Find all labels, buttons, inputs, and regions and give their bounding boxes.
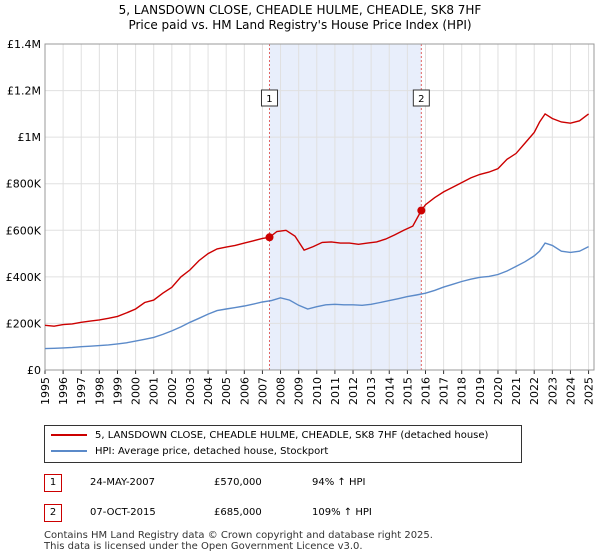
- x-tick-label: 2010: [311, 377, 324, 405]
- transaction-date: 24-MAY-2007: [90, 477, 156, 488]
- x-tick-label: 2025: [583, 377, 596, 405]
- footer-copyright: Contains HM Land Registry data © Crown c…: [44, 530, 433, 541]
- x-tick-label: 2005: [220, 377, 233, 405]
- y-tick-label: £800K: [6, 178, 42, 191]
- x-tick-label: 2019: [474, 377, 487, 405]
- x-tick-label: 2008: [275, 377, 288, 405]
- x-tick-label: 2012: [347, 377, 360, 405]
- x-tick-label: 2009: [293, 377, 306, 405]
- x-tick-label: 2024: [564, 377, 577, 405]
- transaction-point: [417, 206, 426, 215]
- x-tick-label: 2001: [148, 377, 161, 405]
- x-tick-label: 2023: [546, 377, 559, 405]
- transaction-hpi: 94% ↑ HPI: [312, 477, 366, 488]
- transaction-hpi: 109% ↑ HPI: [312, 507, 372, 518]
- x-tick-label: 2016: [419, 377, 432, 405]
- chart-title: 5, LANSDOWN CLOSE, CHEADLE HULME, CHEADL…: [118, 3, 482, 17]
- transaction-price: £570,000: [214, 477, 262, 488]
- x-tick-label: 1998: [93, 377, 106, 405]
- transaction-marker-box: [260, 89, 278, 107]
- transaction-marker: 2: [44, 504, 62, 522]
- transaction-row: 1 24-MAY-2007 £570,000 94% ↑ HPI: [44, 473, 564, 493]
- y-tick-label: £200K: [6, 317, 42, 330]
- x-tick-label: 2020: [492, 377, 505, 405]
- footer: Contains HM Land Registry data © Crown c…: [44, 530, 433, 552]
- x-tick-label: 2021: [510, 377, 523, 405]
- transaction-marker-box: [412, 89, 430, 107]
- legend: 5, LANSDOWN CLOSE, CHEADLE HULME, CHEADL…: [44, 425, 522, 463]
- y-tick-label: £0: [27, 364, 41, 377]
- x-tick-label: 2007: [256, 377, 269, 405]
- transaction-marker-label: 1: [266, 94, 272, 105]
- x-tick-label: 2000: [130, 377, 143, 405]
- x-tick-label: 1999: [111, 377, 124, 405]
- x-tick-label: 2011: [329, 377, 342, 405]
- y-tick-label: £1M: [18, 131, 42, 144]
- chart-subtitle: Price paid vs. HM Land Registry's House …: [128, 18, 472, 32]
- y-tick-label: £1.2M: [7, 85, 41, 98]
- x-tick-label: 2018: [456, 377, 469, 405]
- y-tick-label: £400K: [6, 271, 42, 284]
- transaction-row: 2 07-OCT-2015 £685,000 109% ↑ HPI: [44, 503, 564, 523]
- transaction-price: £685,000: [214, 507, 262, 518]
- transaction-marker-label: 2: [418, 94, 424, 105]
- x-tick-label: 1995: [39, 377, 52, 405]
- x-tick-label: 1996: [57, 377, 70, 405]
- legend-item-hpi: HPI: Average price, detached house, Stoc…: [51, 444, 328, 460]
- x-tick-label: 2017: [438, 377, 451, 405]
- x-tick-label: 2006: [238, 377, 251, 405]
- legend-label-property: 5, LANSDOWN CLOSE, CHEADLE HULME, CHEADL…: [95, 430, 489, 441]
- x-tick-label: 2003: [184, 377, 197, 405]
- legend-swatch-property: [51, 434, 87, 436]
- x-tick-label: 2002: [166, 377, 179, 405]
- transaction-point: [265, 233, 274, 242]
- transaction-marker: 1: [44, 474, 62, 492]
- x-tick-label: 2013: [365, 377, 378, 405]
- x-tick-label: 2015: [401, 377, 414, 405]
- transaction-date: 07-OCT-2015: [90, 507, 156, 518]
- legend-label-hpi: HPI: Average price, detached house, Stoc…: [95, 446, 329, 457]
- series-line-property: [44, 112, 590, 327]
- series-line-hpi: [44, 242, 589, 350]
- legend-swatch-hpi: [51, 450, 87, 452]
- x-tick-label: 2014: [383, 377, 396, 405]
- x-tick-label: 2004: [202, 377, 215, 405]
- ownership-period-shade: [269, 44, 422, 370]
- legend-item-property: 5, LANSDOWN CLOSE, CHEADLE HULME, CHEADL…: [51, 428, 488, 444]
- price-chart: £0 £200K £400K £600K £800K £1M £1.2M £1.4M 1995 1…: [6, 38, 596, 405]
- y-tick-label: £1.4M: [7, 38, 41, 51]
- footer-licence: This data is licensed under the Open Gov…: [44, 541, 363, 552]
- plot-frame: [44, 43, 595, 371]
- y-tick-label: £600K: [6, 224, 42, 237]
- x-tick-label: 2022: [528, 377, 541, 405]
- x-tick-label: 1997: [75, 377, 88, 405]
